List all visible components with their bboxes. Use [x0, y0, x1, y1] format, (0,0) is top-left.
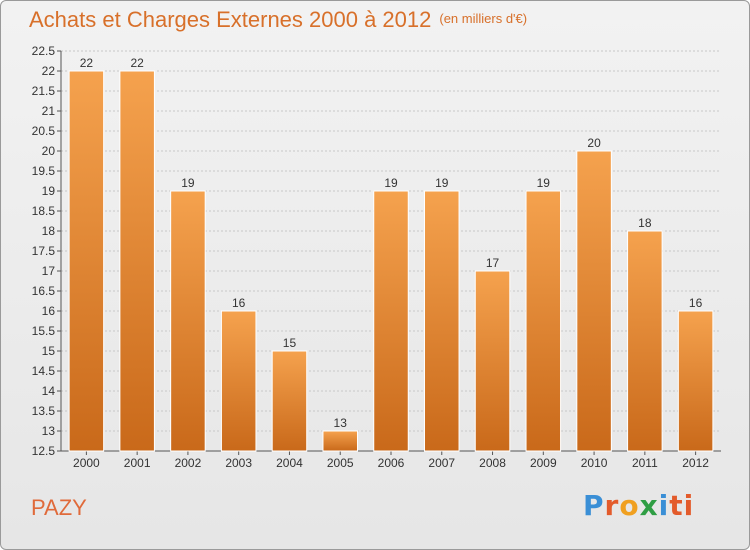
x-tick-label: 2004: [276, 456, 303, 470]
chart-title-text: Achats et Charges Externes 2000 à 2012: [29, 7, 432, 32]
y-tick-label: 17.5: [32, 244, 56, 258]
bar-value-label: 15: [283, 336, 297, 350]
y-tick-label: 14.5: [32, 364, 56, 378]
y-tick-label: 18: [42, 224, 56, 238]
y-tick-label: 22.5: [32, 44, 56, 58]
x-tick-label: 2001: [124, 456, 151, 470]
chart-title: Achats et Charges Externes 2000 à 2012 (e…: [29, 7, 527, 33]
y-tick-label: 20: [42, 144, 56, 158]
x-tick-label: 2011: [632, 456, 658, 470]
logo-letter: ti: [669, 489, 695, 522]
bar: [373, 190, 409, 452]
y-tick-label: 16.5: [32, 284, 56, 298]
x-tick-label: 2002: [175, 456, 202, 470]
bar-value-label: 19: [435, 176, 449, 190]
bar: [170, 190, 206, 452]
y-tick-label: 22: [42, 64, 56, 78]
bar-value-label: 22: [130, 56, 144, 70]
y-tick-label: 12.5: [32, 444, 56, 458]
bars: [68, 70, 714, 452]
bar: [677, 310, 714, 452]
y-tick-label: 15.5: [32, 324, 56, 338]
y-tick-label: 20.5: [32, 124, 56, 138]
bar: [271, 350, 308, 452]
bar-value-label: 19: [384, 176, 398, 190]
x-tick-label: 2008: [479, 456, 506, 470]
bar-value-label: 20: [587, 136, 601, 150]
x-tick-label: 2012: [682, 456, 709, 470]
y-tick-label: 21.5: [32, 84, 56, 98]
bar-value-label: 17: [486, 256, 500, 270]
logo-letter: P: [583, 489, 605, 522]
bar-value-label: 18: [638, 216, 652, 230]
logo-letter: i: [658, 489, 670, 522]
bar-value-label: 16: [232, 296, 246, 310]
bar: [119, 70, 155, 452]
bar-value-label: 13: [334, 416, 348, 430]
x-tick-label: 2006: [378, 456, 405, 470]
bar: [322, 430, 358, 452]
x-tick-label: 2009: [530, 456, 557, 470]
y-tick-label: 13: [42, 424, 56, 438]
labels: 12.5 13 13.5 14 14.5 15 15.5 16 16.5 17 17.5 18 18.5…: [32, 44, 710, 470]
y-tick-label: 15: [42, 344, 56, 358]
commune-name: PAZY: [31, 495, 87, 520]
bar: [220, 310, 257, 452]
bar-value-label: 19: [537, 176, 551, 190]
bar: [576, 150, 612, 452]
bar: [68, 70, 105, 452]
x-tick-label: 2007: [428, 456, 455, 470]
y-tick-label: 21: [42, 104, 56, 118]
y-tick-label: 13.5: [32, 404, 56, 418]
logo-letter: o: [619, 489, 640, 522]
logo-letter: r: [604, 489, 620, 522]
proxiti-logo: Proxiti: [583, 489, 694, 522]
y-tick-label: 18.5: [32, 204, 56, 218]
bar-value-label: 22: [80, 56, 94, 70]
bar: [474, 270, 511, 452]
y-tick-label: 19.5: [32, 164, 56, 178]
x-tick-label: 2005: [327, 456, 354, 470]
bar-value-label: 19: [181, 176, 195, 190]
logo-letter: x: [639, 489, 659, 522]
y-tick-label: 14: [42, 384, 56, 398]
y-tick-label: 19: [42, 184, 56, 198]
chart-subtitle: (en milliers d'€): [439, 11, 528, 26]
y-tick-label: 16: [42, 304, 56, 318]
bar: [424, 190, 460, 452]
bar-value-label: 16: [689, 296, 703, 310]
x-tick-label: 2010: [581, 456, 608, 470]
y-tick-label: 17: [42, 264, 56, 278]
bar: [525, 190, 562, 452]
bar: [627, 230, 663, 452]
x-tick-label: 2003: [225, 456, 252, 470]
x-tick-label: 2000: [73, 456, 100, 470]
